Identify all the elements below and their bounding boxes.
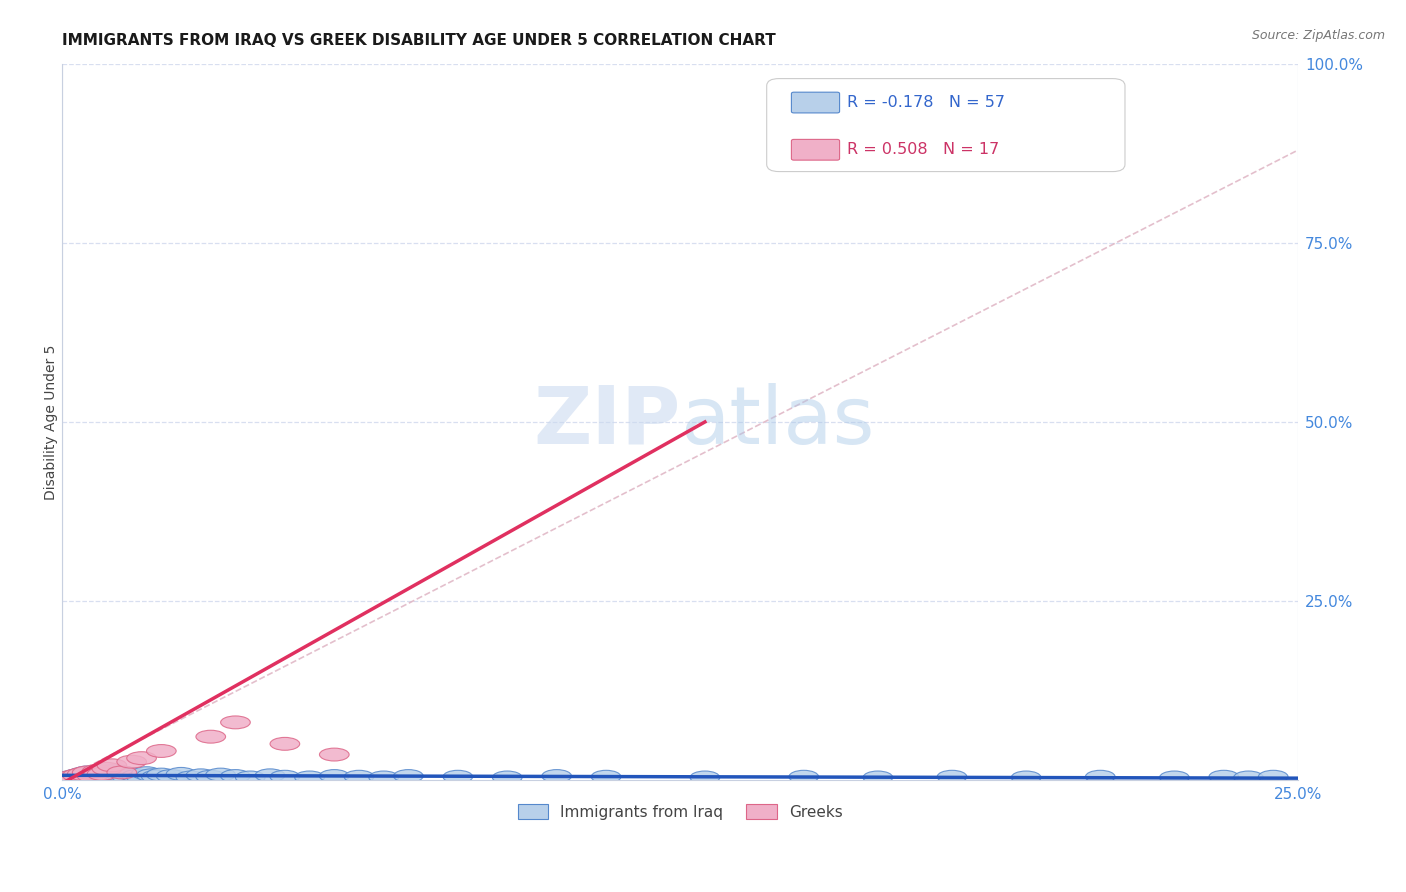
Ellipse shape: [1258, 771, 1288, 783]
Ellipse shape: [368, 771, 398, 784]
Ellipse shape: [93, 763, 122, 775]
Ellipse shape: [87, 769, 117, 781]
Text: atlas: atlas: [681, 383, 875, 461]
Ellipse shape: [1160, 771, 1189, 784]
Ellipse shape: [221, 716, 250, 729]
Ellipse shape: [58, 771, 87, 783]
Ellipse shape: [295, 771, 325, 784]
Ellipse shape: [166, 767, 195, 780]
Legend: Immigrants from Iraq, Greeks: Immigrants from Iraq, Greeks: [512, 797, 849, 826]
Ellipse shape: [146, 745, 176, 757]
Ellipse shape: [58, 771, 87, 783]
Text: Source: ZipAtlas.com: Source: ZipAtlas.com: [1251, 29, 1385, 42]
Ellipse shape: [77, 770, 107, 782]
Ellipse shape: [83, 764, 112, 778]
Ellipse shape: [176, 771, 205, 784]
Ellipse shape: [789, 771, 818, 783]
Ellipse shape: [62, 769, 93, 781]
Ellipse shape: [103, 768, 132, 781]
Ellipse shape: [1011, 771, 1040, 784]
Ellipse shape: [127, 771, 156, 784]
Ellipse shape: [112, 771, 142, 783]
Ellipse shape: [195, 731, 225, 743]
Ellipse shape: [77, 768, 107, 781]
Ellipse shape: [107, 766, 136, 779]
Ellipse shape: [67, 767, 97, 780]
Ellipse shape: [107, 769, 136, 781]
Ellipse shape: [117, 756, 146, 768]
Ellipse shape: [235, 771, 266, 784]
Ellipse shape: [117, 767, 146, 780]
Ellipse shape: [142, 771, 172, 783]
Ellipse shape: [863, 771, 893, 784]
Y-axis label: Disability Age Under 5: Disability Age Under 5: [45, 344, 59, 500]
Ellipse shape: [221, 770, 250, 782]
FancyBboxPatch shape: [766, 78, 1125, 171]
Ellipse shape: [146, 768, 176, 781]
FancyBboxPatch shape: [792, 92, 839, 113]
Ellipse shape: [97, 759, 127, 772]
Ellipse shape: [205, 768, 235, 781]
Ellipse shape: [67, 767, 97, 780]
Ellipse shape: [67, 771, 97, 784]
Ellipse shape: [592, 771, 621, 783]
Ellipse shape: [136, 769, 166, 781]
Ellipse shape: [195, 771, 225, 783]
Ellipse shape: [72, 766, 103, 779]
Ellipse shape: [93, 771, 122, 783]
Ellipse shape: [107, 766, 136, 779]
Ellipse shape: [394, 770, 423, 782]
Text: R = -0.178   N = 57: R = -0.178 N = 57: [846, 95, 1005, 110]
Ellipse shape: [83, 767, 112, 780]
Ellipse shape: [443, 771, 472, 783]
Ellipse shape: [132, 767, 162, 780]
FancyBboxPatch shape: [792, 139, 839, 161]
Ellipse shape: [97, 764, 127, 778]
Ellipse shape: [690, 771, 720, 784]
Ellipse shape: [83, 771, 112, 784]
Ellipse shape: [72, 770, 103, 782]
Ellipse shape: [87, 767, 117, 780]
Ellipse shape: [319, 770, 349, 782]
Ellipse shape: [256, 769, 285, 781]
Ellipse shape: [270, 771, 299, 783]
Ellipse shape: [492, 771, 522, 784]
Ellipse shape: [87, 765, 117, 778]
Ellipse shape: [97, 770, 127, 782]
Ellipse shape: [103, 771, 132, 784]
Ellipse shape: [319, 748, 349, 761]
Ellipse shape: [156, 770, 186, 782]
Ellipse shape: [127, 752, 156, 764]
Ellipse shape: [77, 771, 107, 783]
Text: IMMIGRANTS FROM IRAQ VS GREEK DISABILITY AGE UNDER 5 CORRELATION CHART: IMMIGRANTS FROM IRAQ VS GREEK DISABILITY…: [62, 33, 776, 48]
Ellipse shape: [93, 767, 122, 780]
Ellipse shape: [186, 769, 215, 781]
Ellipse shape: [270, 738, 299, 750]
Ellipse shape: [122, 770, 152, 782]
Text: ZIP: ZIP: [533, 383, 681, 461]
Ellipse shape: [541, 770, 571, 782]
Text: R = 0.508   N = 17: R = 0.508 N = 17: [846, 142, 1000, 157]
Ellipse shape: [72, 766, 103, 779]
Ellipse shape: [62, 769, 93, 781]
Ellipse shape: [1085, 771, 1115, 783]
Ellipse shape: [938, 771, 967, 783]
Ellipse shape: [1209, 771, 1239, 783]
Ellipse shape: [344, 771, 374, 783]
Ellipse shape: [1233, 771, 1264, 784]
